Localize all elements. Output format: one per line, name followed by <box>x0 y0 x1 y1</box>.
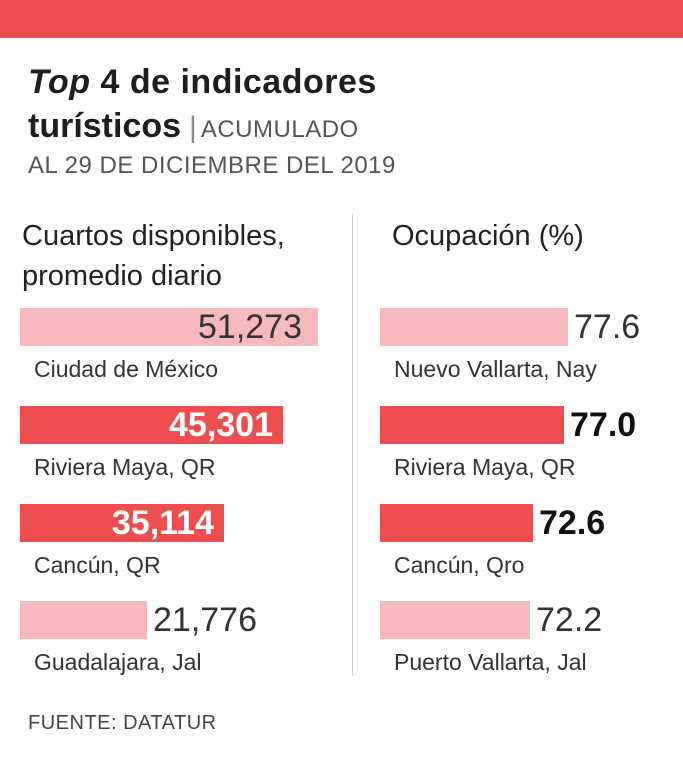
bar-1-3 <box>380 601 530 639</box>
bar-0-0 <box>20 308 318 346</box>
left-chart-title-line2: promedio diario <box>22 260 222 292</box>
title-tag: ACUMULADO <box>200 116 359 143</box>
value-label-0-1: 45,301 <box>169 406 273 444</box>
bar-1-2 <box>380 504 533 542</box>
top-accent-bar <box>0 0 683 38</box>
value-label-1-1: 77.0 <box>570 406 637 444</box>
bar-0-2 <box>20 504 224 542</box>
title-rest: 4 de indicadores <box>90 63 377 101</box>
source-note: FUENTE: DATATUR <box>28 712 217 734</box>
value-label-1-2: 72.6 <box>539 504 606 542</box>
category-label-0-0: Ciudad de México <box>34 356 219 382</box>
bar-0-1 <box>20 406 283 444</box>
right-chart-title-line1: Ocupación (%) <box>392 220 584 252</box>
value-label-1-3: 72.2 <box>536 601 603 639</box>
bar-1-1 <box>380 406 564 444</box>
value-label-1-0: 77.6 <box>574 308 641 346</box>
category-label-0-1: Riviera Maya, QR <box>34 454 216 480</box>
chart-title-line1: Top 4 de indicadores <box>28 62 377 102</box>
left-chart-title-line1: Cuartos disponibles, <box>22 220 285 252</box>
right-chart-title: Ocupación (%) <box>392 216 584 256</box>
chart-subtitle: AL 29 DE DICIEMBRE DEL 2019 <box>28 152 396 179</box>
value-label-0-3: 21,776 <box>153 601 257 639</box>
title-italic: Top <box>28 63 91 101</box>
category-label-1-2: Cancún, Qro <box>394 552 525 578</box>
title-divider: | <box>189 111 197 144</box>
category-label-0-3: Guadalajara, Jal <box>34 649 202 675</box>
category-label-1-1: Riviera Maya, QR <box>394 454 576 480</box>
left-chart-title: Cuartos disponibles, promedio diario <box>22 216 285 296</box>
value-label-0-0: 51,273 <box>198 308 302 346</box>
value-label-0-2: 35,114 <box>111 504 214 542</box>
title-line2-text: turísticos <box>28 107 182 145</box>
column-divider <box>352 214 353 676</box>
category-label-1-3: Puerto Vallarta, Jal <box>394 649 587 675</box>
category-label-0-2: Cancún, QR <box>34 552 161 578</box>
bar-0-3 <box>20 601 147 639</box>
chart-title-line2: turísticos | ACUMULADO <box>28 106 359 150</box>
bar-1-0 <box>380 308 568 346</box>
category-label-1-0: Nuevo Vallarta, Nay <box>394 356 597 382</box>
